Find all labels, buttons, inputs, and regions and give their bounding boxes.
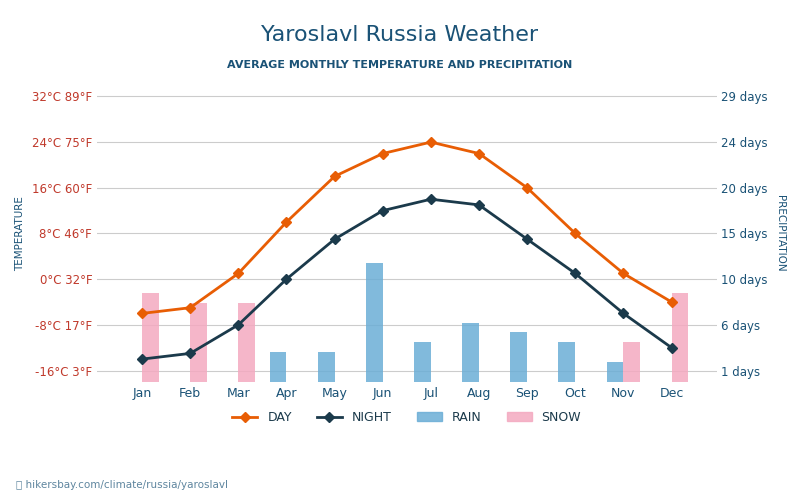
NIGHT — [282, 276, 291, 282]
NIGHT — [330, 236, 339, 242]
DAY — [426, 139, 436, 145]
DAY — [618, 270, 628, 276]
DAY — [234, 270, 243, 276]
Text: AVERAGE MONTHLY TEMPERATURE AND PRECIPITATION: AVERAGE MONTHLY TEMPERATURE AND PRECIPIT… — [227, 60, 573, 70]
DAY — [522, 185, 532, 191]
Bar — [142, 293, 159, 382]
DAY — [666, 299, 676, 305]
Bar — [510, 332, 527, 382]
DAY — [186, 304, 195, 310]
NIGHT — [426, 196, 436, 202]
DAY — [138, 310, 147, 316]
Y-axis label: TEMPERATURE: TEMPERATURE — [15, 196, 25, 271]
DAY — [378, 150, 387, 156]
NIGHT — [666, 344, 676, 350]
Bar — [318, 352, 334, 382]
Legend: DAY, NIGHT, RAIN, SNOW: DAY, NIGHT, RAIN, SNOW — [227, 406, 586, 429]
Bar — [238, 303, 255, 382]
Line: DAY: DAY — [138, 138, 675, 317]
NIGHT — [186, 350, 195, 356]
Bar — [366, 263, 382, 382]
Text: Yaroslavl Russia Weather: Yaroslavl Russia Weather — [262, 25, 538, 45]
DAY — [330, 174, 339, 180]
Bar — [462, 322, 479, 382]
Bar — [623, 342, 640, 382]
NIGHT — [570, 270, 580, 276]
Text: 📍 hikersbay.com/climate/russia/yaroslavl: 📍 hikersbay.com/climate/russia/yaroslavl — [16, 480, 228, 490]
NIGHT — [522, 236, 532, 242]
DAY — [474, 150, 484, 156]
NIGHT — [138, 356, 147, 362]
Bar — [606, 362, 623, 382]
NIGHT — [618, 310, 628, 316]
Line: NIGHT: NIGHT — [138, 196, 675, 362]
Bar — [671, 293, 689, 382]
Bar — [414, 342, 431, 382]
DAY — [282, 219, 291, 225]
NIGHT — [378, 208, 387, 214]
Bar — [558, 342, 575, 382]
Y-axis label: PRECIPITATION: PRECIPITATION — [775, 195, 785, 272]
DAY — [570, 230, 580, 236]
Bar — [270, 352, 286, 382]
Bar — [190, 303, 207, 382]
NIGHT — [234, 322, 243, 328]
NIGHT — [474, 202, 484, 208]
